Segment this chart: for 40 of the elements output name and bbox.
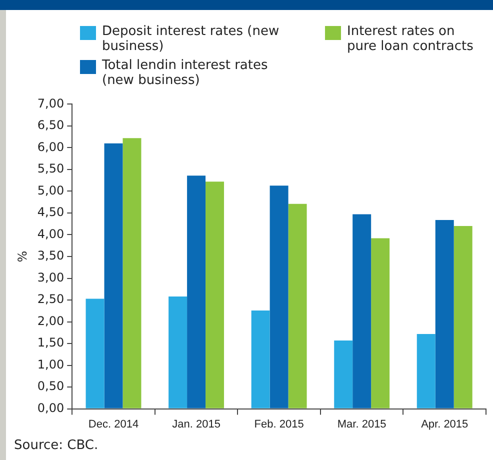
- source-note: Source: CBC.: [14, 438, 98, 453]
- y-tick-label: 7,00: [37, 96, 64, 110]
- legend-label: Interest rates on pure loan contracts: [347, 24, 474, 54]
- y-tick-label: 3,00: [37, 270, 64, 284]
- x-tick-label: Jan. 2015: [172, 418, 220, 430]
- y-tick-label: 4,00: [37, 226, 64, 241]
- bar: [187, 176, 206, 408]
- y-tick-label: 2,00: [37, 314, 64, 328]
- x-tick-label: Dec. 2014: [88, 418, 139, 430]
- y-axis-title: %: [15, 250, 30, 262]
- bar: [104, 143, 123, 408]
- y-tick-label: 5,00: [37, 183, 64, 198]
- bar: [288, 204, 307, 408]
- bar: [251, 310, 270, 408]
- legend-label: Total lendin interest rates (new business): [102, 58, 269, 88]
- y-tick-label: 1,50: [37, 336, 64, 350]
- bar: [454, 226, 472, 408]
- bar: [416, 334, 436, 408]
- bar: [206, 182, 224, 408]
- y-tick-label: 6,00: [37, 140, 64, 154]
- y-tick-label: 4,50: [37, 205, 64, 220]
- x-tick-label: Feb. 2015: [254, 418, 304, 430]
- bar: [122, 138, 142, 408]
- bar: [168, 296, 188, 408]
- bar: [352, 214, 372, 408]
- bar: [371, 238, 390, 408]
- bar: [270, 186, 288, 408]
- y-tick-label: 0,00: [37, 400, 64, 415]
- bar: [334, 340, 353, 408]
- y-tick-label: 0,50: [37, 379, 64, 394]
- y-tick-label: 1,00: [37, 357, 64, 372]
- legend-label: Deposit interest rates (new business): [102, 24, 280, 54]
- bar: [86, 298, 104, 408]
- y-tick-label: 3,50: [37, 248, 64, 263]
- y-tick-label: 6,50: [37, 118, 64, 132]
- y-tick-label: 2,50: [37, 292, 64, 306]
- bar: [435, 220, 454, 408]
- y-tick-label: 5,50: [37, 162, 64, 176]
- x-tick-label: Mar. 2015: [337, 418, 386, 430]
- x-tick-label: Apr. 2015: [421, 418, 468, 430]
